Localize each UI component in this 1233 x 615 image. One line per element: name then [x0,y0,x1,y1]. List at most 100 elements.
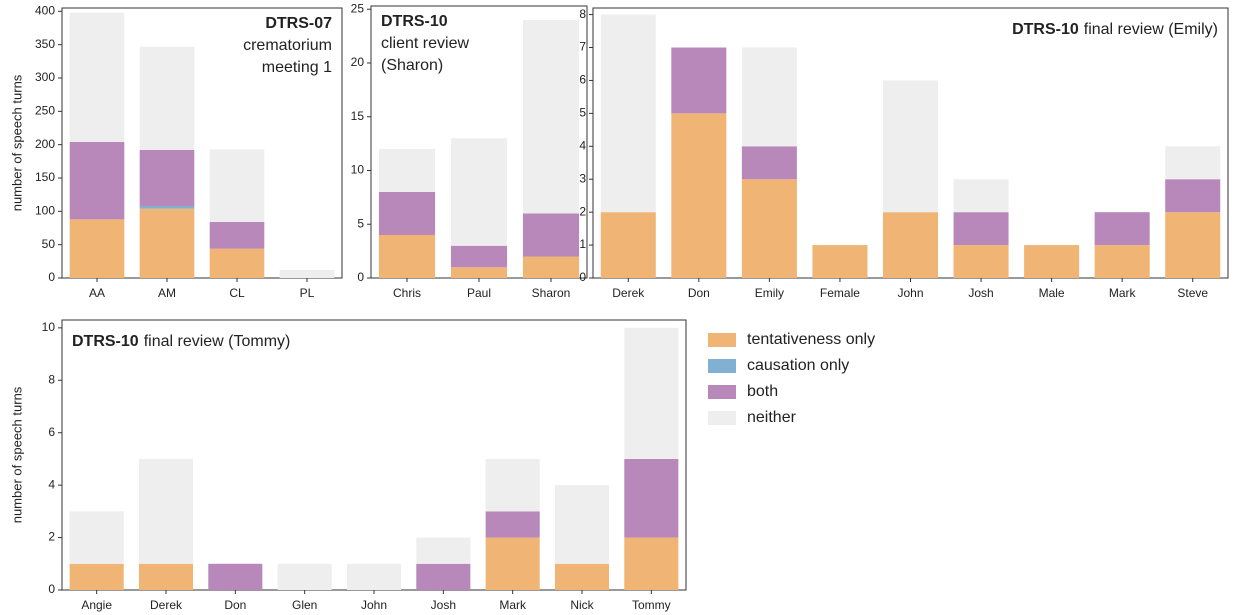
x-tick-label: Female [820,286,860,300]
bar-segment [671,113,727,279]
bar-segment [1165,146,1221,180]
y-tick-label: 6 [48,425,55,439]
y-tick-label: 250 [35,104,55,118]
y-tick-label: 1 [579,237,586,251]
y-tick-label: 4 [579,138,586,152]
bar-segment [554,485,610,564]
x-tick-label: John [897,286,923,300]
x-tick-label: PL [300,286,315,300]
y-tick-label: 0 [48,270,55,284]
y-tick-label: 5 [579,106,586,120]
bar-segment [139,150,195,206]
bar-segment [138,563,194,590]
bar-segment [1024,245,1080,278]
bar-segment [522,19,580,214]
y-tick-label: 200 [35,137,55,151]
bar-segment [139,46,195,150]
bar-segment [416,563,471,590]
x-tick-label: Male [1039,286,1065,300]
bar-segment [1165,179,1221,213]
legend-label: tentativeness only [747,331,875,348]
y-tick-label: 100 [35,204,55,218]
bar-segment [953,179,1009,213]
bar-segment [600,212,656,278]
y-tick-label: 25 [351,1,365,15]
bar-segment [69,511,124,564]
panel-title-bold: DTRS-10 [72,333,139,350]
bar-segment [378,191,436,235]
bar-segment [138,458,194,564]
y-tick-label: 0 [48,582,55,596]
bar-segment [208,563,263,590]
x-tick-label: Nick [570,598,594,612]
x-tick-label: Derek [612,286,645,300]
legend-label: both [747,383,778,400]
y-tick-label: 2 [579,204,586,218]
x-tick-label: Paul [467,286,491,300]
bar-segment [741,47,797,147]
y-tick-label: 7 [579,40,586,54]
bar-segment [69,563,124,590]
bar-segment [882,212,939,278]
y-tick-label: 5 [357,216,364,230]
legend-label: causation only [747,357,849,374]
y-tick-label: 0 [579,270,586,284]
legend-swatch [708,359,736,373]
panel-title-line: client review [381,35,469,52]
bar-segment [485,537,540,590]
x-tick-label: Sharon [532,286,571,300]
y-tick-label: 150 [35,170,55,184]
x-tick-label: Steve [1177,286,1208,300]
x-tick-label: AM [158,286,176,300]
bar-segment [139,208,195,278]
bar-segment [277,563,332,590]
panel-title-line: final review (Emily) [1084,21,1218,38]
y-tick-label: 2 [48,530,55,544]
bar-segment [624,537,679,590]
x-tick-label: Angie [81,598,112,612]
bar-segment [279,270,335,278]
legend-swatch [708,385,736,399]
y-tick-label: 8 [48,372,55,386]
plot-frame [61,7,343,279]
bar-segment [378,234,436,278]
panel-title-bold: DTRS-07 [265,15,332,32]
bar-segment [1094,212,1150,246]
legend-swatch [708,411,736,425]
panel-title-line: final review (Tommy) [144,333,291,350]
bar-segment [209,149,265,222]
y-tick-label: 3 [579,171,586,185]
y-tick-label: 350 [35,37,55,51]
bar-segment [812,245,868,278]
x-tick-label: Glen [292,598,317,612]
y-axis-label: number of speech turns [9,74,24,211]
x-tick-label: CL [229,286,245,300]
bar-segment [378,148,436,192]
y-tick-label: 50 [42,237,56,251]
y-tick-label: 15 [351,109,365,123]
panel-title: DTRS-10 final review (Tommy) [72,333,290,350]
bar-segment [671,47,727,114]
x-tick-label: Derek [150,598,183,612]
x-tick-label: Mark [499,598,527,612]
bar-segment [139,206,195,209]
bar-segment [69,219,125,278]
bar-segment [69,12,125,142]
y-tick-label: 8 [579,7,586,21]
bar-segment [522,256,580,278]
panel-title-line: crematorium [243,37,332,54]
y-tick-label: 20 [351,55,365,69]
bar-segment [450,245,508,268]
x-tick-label: Don [224,598,246,612]
bar-segment [416,537,471,564]
x-tick-label: AA [89,286,105,300]
panel-title-bold: DTRS-10 [1012,21,1079,38]
x-tick-label: Emily [755,286,784,300]
bar-segment [554,563,610,590]
bar-segment [741,146,797,180]
x-tick-label: Mark [1109,286,1137,300]
x-tick-label: Tommy [632,598,671,612]
legend-swatch [708,333,736,347]
bar-segment [953,212,1009,246]
legend-label: neither [747,409,797,426]
